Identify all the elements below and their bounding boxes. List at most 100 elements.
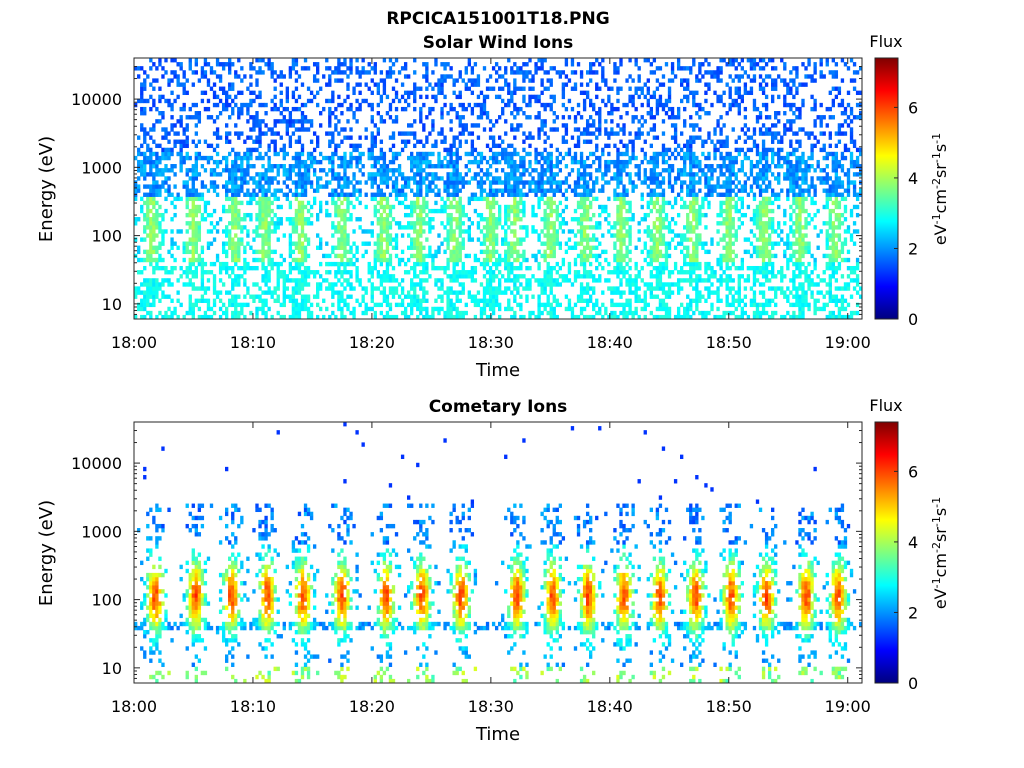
heatmap-cell (655, 106, 660, 112)
heatmap-cell (297, 265, 302, 271)
heatmap-cell (146, 155, 150, 161)
heatmap-cell (140, 282, 144, 287)
heatmap-cell (494, 225, 499, 230)
heatmap-cell (152, 237, 156, 242)
heatmap-cell (461, 131, 465, 136)
heatmap-cell (640, 86, 644, 91)
heatmap-cell (194, 176, 198, 181)
heatmap-cell (579, 155, 584, 161)
heatmap-cell (546, 188, 550, 193)
heatmap-cell (218, 172, 223, 177)
heatmap-cell (416, 139, 420, 144)
heatmap-cell (206, 245, 211, 250)
heatmap-cell (488, 282, 493, 287)
heatmap-cell (282, 106, 286, 112)
heatmap-cell (400, 184, 405, 189)
heatmap-cell (258, 196, 262, 202)
heatmap-cell (522, 274, 526, 279)
heatmap-cell (479, 102, 484, 108)
heatmap-cell (300, 111, 305, 116)
heatmap-cell (540, 253, 544, 259)
heatmap-cell (564, 188, 569, 193)
heatmap-cell (294, 310, 299, 316)
heatmap-cell (549, 159, 553, 165)
heatmap-cell (264, 249, 268, 255)
heatmap-cell (379, 253, 384, 259)
heatmap-cell (164, 314, 168, 320)
heatmap-cell (288, 176, 293, 181)
heatmap-cell (573, 155, 578, 161)
heatmap-cell (297, 151, 302, 157)
heatmap-cell (137, 249, 141, 255)
heatmap-cell (291, 310, 296, 316)
heatmap-cell (337, 172, 341, 177)
heatmap-cell (349, 155, 353, 161)
heatmap-cell (413, 94, 417, 100)
heatmap-cell (446, 147, 450, 153)
heatmap-cell (664, 310, 669, 316)
heatmap-cell (288, 221, 293, 226)
heatmap-cell (152, 204, 156, 210)
heatmap-cell (419, 111, 423, 116)
heatmap-cell (355, 274, 359, 279)
heatmap-cell (370, 131, 374, 136)
heatmap-cell (582, 257, 587, 263)
heatmap-cell (221, 208, 226, 214)
heatmap-cell (379, 119, 384, 124)
heatmap-cell (540, 82, 544, 87)
heatmap-cell (194, 208, 198, 214)
heatmap-cell (288, 119, 293, 124)
heatmap-cell (170, 241, 174, 246)
heatmap-cell (649, 94, 653, 100)
heatmap-cell (476, 115, 481, 120)
heatmap-cell (382, 90, 387, 96)
heatmap-cell (379, 257, 384, 263)
heatmap-cell (185, 310, 189, 316)
heatmap-cell (628, 274, 632, 279)
heatmap-cell (485, 196, 490, 202)
heatmap-cell (576, 192, 581, 197)
heatmap-cell (419, 172, 423, 177)
heatmap-cell (316, 212, 320, 218)
heatmap-cell (158, 172, 162, 177)
heatmap-cell (592, 237, 596, 242)
heatmap-cell (240, 168, 244, 173)
heatmap-cell (297, 180, 302, 185)
heatmap-cell (376, 172, 380, 177)
heatmap-cell (316, 159, 320, 165)
heatmap-cell (667, 229, 672, 234)
heatmap-cell (258, 119, 262, 124)
heatmap-cell (382, 208, 387, 214)
heatmap-cell (413, 274, 417, 279)
heatmap-cell (388, 306, 393, 312)
heatmap-cell (458, 274, 462, 279)
heatmap-cell (343, 196, 347, 202)
heatmap-cell (249, 147, 253, 153)
heatmap-cell (146, 225, 150, 230)
heatmap-cell (225, 253, 229, 259)
heatmap-cell (585, 196, 590, 202)
heatmap-cell (488, 119, 493, 124)
heatmap-cell (622, 204, 626, 210)
heatmap-cell (461, 310, 465, 316)
heatmap-cell (143, 278, 147, 283)
heatmap-cell (513, 265, 517, 271)
heatmap-cell (391, 151, 396, 157)
heatmap-cell (446, 229, 450, 234)
heatmap-cell (664, 212, 669, 218)
heatmap-cell (300, 151, 305, 157)
heatmap-cell (155, 314, 159, 320)
heatmap-cell (303, 127, 308, 132)
heatmap-cell (634, 58, 638, 63)
heatmap-cell (397, 168, 402, 173)
heatmap-cell (182, 155, 186, 161)
heatmap-cell (413, 261, 417, 267)
heatmap-cell (367, 278, 371, 283)
heatmap-cell (349, 274, 353, 279)
heatmap-cell (513, 204, 517, 210)
heatmap-cell (282, 278, 286, 283)
heatmap-cell (188, 176, 192, 181)
heatmap-cell (582, 131, 587, 136)
heatmap-cell (461, 184, 465, 189)
heatmap-cell (300, 245, 305, 250)
